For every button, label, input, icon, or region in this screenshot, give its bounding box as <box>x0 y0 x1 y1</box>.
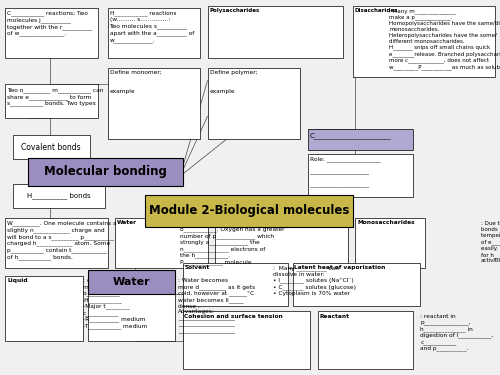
FancyBboxPatch shape <box>5 217 108 268</box>
FancyBboxPatch shape <box>108 8 200 58</box>
Text: Role: __________________

____________________

____________________: Role: __________________ _______________… <box>310 156 380 188</box>
Text: :  Many __________ can
dissolve in water:
• l________ solutes (Na⁺Cl⁻)
• C______: : Many __________ can dissolve in water:… <box>272 265 355 296</box>
FancyBboxPatch shape <box>182 311 310 369</box>
Text: Liquid: Liquid <box>7 278 28 283</box>
FancyBboxPatch shape <box>308 154 412 197</box>
FancyBboxPatch shape <box>5 8 98 58</box>
Text: Water: Water <box>117 220 137 225</box>
Text: Define monomer;


example: Define monomer; example <box>110 70 161 94</box>
FancyBboxPatch shape <box>88 270 175 294</box>
Text: : Many m_______________
make a p_____________.
Homopolysaccharides have the same: : Many m_______________ make a p________… <box>390 8 500 70</box>
Text: Define polymer;


example: Define polymer; example <box>210 70 257 94</box>
Text: Two n_________ m___________ can
share e_____________ to form
s___________ bonds.: Two n_________ m___________ can share e_… <box>7 87 103 106</box>
Text: Cohesion and surface tension: Cohesion and surface tension <box>184 314 283 319</box>
Text: Polysaccharides: Polysaccharides <box>210 8 260 13</box>
FancyBboxPatch shape <box>145 195 352 227</box>
Text: C___________ reactions; Two
molecules j__________
together with the r__________
: C___________ reactions; Two molecules j_… <box>7 10 92 36</box>
Text: C______________________: C______________________ <box>310 132 391 139</box>
Text: H___________ reactions
(w.......... s...............:
Two molecules s__________
: H___________ reactions (w.......... s...… <box>110 10 194 43</box>
FancyBboxPatch shape <box>12 135 90 159</box>
Text: Molecular bonding: Molecular bonding <box>44 165 166 178</box>
FancyBboxPatch shape <box>115 217 208 268</box>
Text: Reactant: Reactant <box>320 314 350 319</box>
Text: : reactant in
p_______________,
h______________ in
digestion of l___________,
c_: : reactant in p_______________, h_______… <box>420 314 494 351</box>
Text: Density: Density <box>90 278 115 283</box>
FancyBboxPatch shape <box>28 158 182 186</box>
FancyBboxPatch shape <box>292 262 420 306</box>
FancyBboxPatch shape <box>5 84 98 118</box>
FancyBboxPatch shape <box>355 217 425 268</box>
Text: Covalent bonds: Covalent bonds <box>22 143 81 152</box>
Text: Monosaccharides: Monosaccharides <box>357 220 414 225</box>
Text: : Water becomes
more d_________ as it gets
cold, however at ______°C
water becom: : Water becomes more d_________ as it ge… <box>178 278 255 334</box>
Text: Specific heat capacity: Specific heat capacity <box>217 220 286 225</box>
FancyBboxPatch shape <box>88 276 175 341</box>
FancyBboxPatch shape <box>5 276 82 341</box>
Text: Solvent: Solvent <box>184 265 210 270</box>
Text: : constantly
m_________ and
b___________ bonds
-H___________
-Major t________
c_: : constantly m_________ and b___________… <box>82 278 147 328</box>
FancyBboxPatch shape <box>318 311 412 369</box>
Text: W_________. One molecule contains a
slightly n____________ charge and
will bond : W_________. One molecule contains a slig… <box>7 220 116 260</box>
Text: : Due to h___________
bonds ______kJ of energy to raise the
temperature of 1kg b: : Due to h___________ bonds ______kJ of … <box>481 220 500 263</box>
FancyBboxPatch shape <box>208 68 300 139</box>
Text: Water: Water <box>112 277 150 287</box>
FancyBboxPatch shape <box>108 68 200 139</box>
FancyBboxPatch shape <box>208 6 342 58</box>
Text: Module 2-Biological molecules: Module 2-Biological molecules <box>148 204 349 218</box>
FancyBboxPatch shape <box>352 6 495 77</box>
Text: Disaccharides: Disaccharides <box>354 8 398 13</box>
Text: Latent heat of vaporisation: Latent heat of vaporisation <box>294 265 386 270</box>
FancyBboxPatch shape <box>215 217 348 268</box>
FancyBboxPatch shape <box>12 184 105 208</box>
FancyBboxPatch shape <box>308 129 412 150</box>
Text: H__________ bonds: H__________ bonds <box>27 193 90 200</box>
FancyBboxPatch shape <box>182 262 288 306</box>
Text: : two h___________ and one
o___________. Oxygen has a greater
number of p_______: : two h___________ and one o___________.… <box>180 220 284 265</box>
